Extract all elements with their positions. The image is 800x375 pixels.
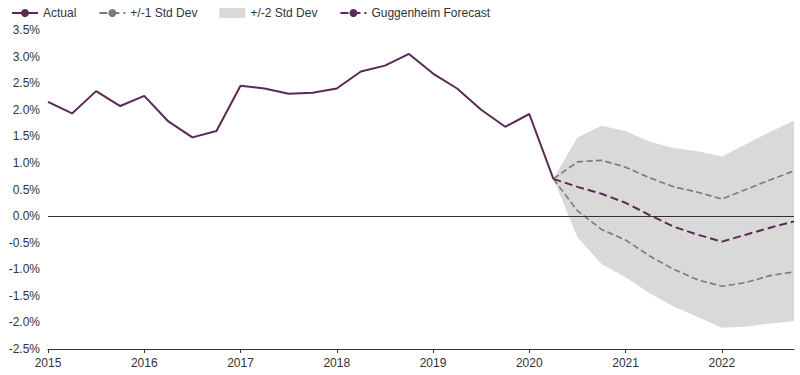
svg-text:2015: 2015: [35, 356, 62, 370]
svg-text:-1.5%: -1.5%: [9, 289, 41, 303]
svg-text:-2.5%: -2.5%: [9, 342, 41, 356]
svg-text:0.0%: 0.0%: [13, 209, 41, 223]
svg-text:Guggenheim Forecast: Guggenheim Forecast: [371, 6, 490, 20]
svg-text:0.5%: 0.5%: [13, 183, 41, 197]
svg-text:-1.0%: -1.0%: [9, 262, 41, 276]
svg-text:+/-2 Std Dev: +/-2 Std Dev: [250, 6, 317, 20]
svg-text:Actual: Actual: [43, 6, 76, 20]
svg-text:-0.5%: -0.5%: [9, 236, 41, 250]
svg-text:2021: 2021: [612, 356, 639, 370]
svg-text:+/-1 Std Dev: +/-1 Std Dev: [130, 6, 197, 20]
svg-text:-2.0%: -2.0%: [9, 315, 41, 329]
svg-text:2.5%: 2.5%: [13, 76, 41, 90]
svg-text:1.5%: 1.5%: [13, 129, 41, 143]
svg-text:2019: 2019: [420, 356, 447, 370]
svg-text:2022: 2022: [708, 356, 735, 370]
svg-text:2018: 2018: [323, 356, 350, 370]
svg-text:2020: 2020: [516, 356, 543, 370]
svg-text:3.5%: 3.5%: [13, 23, 41, 37]
svg-text:2017: 2017: [227, 356, 254, 370]
svg-text:1.0%: 1.0%: [13, 156, 41, 170]
svg-text:2.0%: 2.0%: [13, 103, 41, 117]
svg-text:2016: 2016: [131, 356, 158, 370]
svg-text:3.0%: 3.0%: [13, 50, 41, 64]
